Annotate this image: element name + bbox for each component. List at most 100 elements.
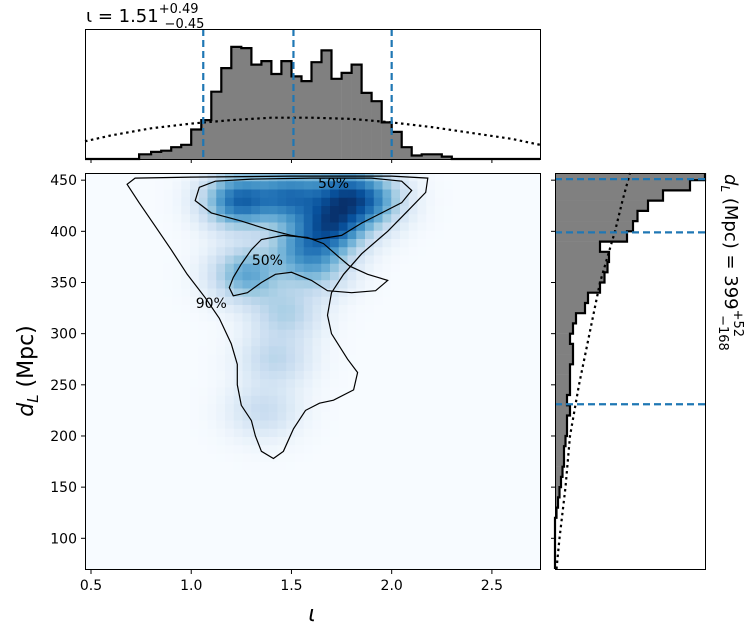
heatmap-cell bbox=[505, 329, 515, 339]
heatmap-cell bbox=[531, 428, 540, 438]
heatmap-cell bbox=[478, 354, 489, 364]
heatmap-cell bbox=[408, 247, 419, 257]
heatmap-cell bbox=[417, 445, 427, 455]
heatmap-cell bbox=[225, 362, 235, 372]
heatmap-cell bbox=[330, 470, 340, 479]
heatmap-cell bbox=[295, 329, 305, 339]
top-histogram-bar bbox=[161, 150, 172, 159]
heatmap-cell bbox=[225, 222, 235, 232]
heatmap-cell bbox=[365, 494, 375, 504]
heatmap-cell bbox=[391, 478, 401, 488]
heatmap-cell bbox=[452, 511, 462, 521]
heatmap-cell bbox=[338, 503, 349, 512]
heatmap-cell bbox=[505, 305, 515, 314]
heatmap-cell bbox=[487, 338, 497, 347]
heatmap-cell bbox=[225, 288, 235, 298]
heatmap-cell bbox=[356, 552, 366, 562]
heatmap-cell bbox=[522, 536, 532, 545]
heatmap-cell bbox=[400, 437, 410, 446]
heatmap-cell bbox=[216, 288, 226, 298]
heatmap-cell bbox=[286, 181, 296, 191]
heatmap-cell bbox=[295, 181, 305, 191]
heatmap-cell bbox=[155, 288, 165, 298]
heatmap-cell bbox=[408, 527, 419, 537]
heatmap-cell bbox=[102, 486, 112, 496]
heatmap-cell bbox=[347, 560, 357, 569]
heatmap-cell bbox=[356, 329, 366, 339]
heatmap-cell bbox=[470, 222, 480, 232]
heatmap-cell bbox=[496, 329, 506, 339]
heatmap-cell bbox=[487, 536, 497, 545]
heatmap-cell bbox=[391, 486, 401, 496]
heatmap-cell bbox=[487, 404, 497, 413]
heatmap-cell bbox=[461, 239, 471, 248]
heatmap-cell bbox=[461, 503, 471, 512]
heatmap-cell bbox=[505, 197, 515, 207]
heatmap-cell bbox=[531, 387, 540, 397]
heatmap-cell bbox=[347, 247, 357, 257]
heatmap-cell bbox=[435, 437, 445, 446]
heatmap-cell bbox=[268, 560, 279, 569]
heatmap-cell bbox=[111, 412, 121, 422]
heatmap-cell bbox=[321, 338, 331, 347]
heatmap-cell bbox=[408, 239, 419, 248]
heatmap-cell bbox=[155, 494, 165, 504]
heatmap-cell bbox=[181, 354, 191, 364]
heatmap-cell bbox=[522, 544, 532, 554]
heatmap-cell bbox=[225, 214, 235, 224]
heatmap-cell bbox=[470, 395, 480, 405]
heatmap-cell bbox=[85, 478, 95, 488]
heatmap-cell bbox=[207, 263, 217, 273]
heatmap-cell bbox=[120, 420, 130, 430]
heatmap-cell bbox=[233, 321, 244, 331]
heatmap-cell bbox=[356, 189, 366, 199]
heatmap-cell bbox=[417, 470, 427, 479]
heatmap-cell bbox=[146, 239, 156, 248]
heatmap-cell bbox=[242, 503, 252, 512]
heatmap-cell bbox=[111, 214, 121, 224]
heatmap-cell bbox=[531, 511, 540, 521]
top-histogram-bar bbox=[311, 62, 322, 160]
heatmap-cell bbox=[207, 412, 217, 422]
heatmap-cell bbox=[155, 255, 165, 265]
heatmap-cell bbox=[268, 379, 279, 389]
heatmap-cell bbox=[391, 272, 401, 281]
heatmap-cell bbox=[382, 511, 392, 521]
heatmap-cell bbox=[85, 395, 95, 405]
heatmap-cell bbox=[190, 371, 200, 380]
heatmap-cell bbox=[137, 230, 147, 240]
heatmap-cell bbox=[435, 527, 445, 537]
heatmap-cell bbox=[207, 552, 217, 562]
heatmap-cell bbox=[233, 379, 244, 389]
heatmap-cell bbox=[303, 536, 314, 545]
heatmap-cell bbox=[365, 321, 375, 331]
heatmap-cell bbox=[513, 329, 524, 339]
heatmap-cell bbox=[137, 387, 147, 397]
heatmap-cell bbox=[128, 544, 139, 554]
heatmap-cell bbox=[417, 296, 427, 306]
heatmap-cell bbox=[251, 420, 261, 430]
heatmap-cell bbox=[452, 329, 462, 339]
heatmap-cell bbox=[233, 362, 244, 372]
heatmap-cell bbox=[198, 560, 209, 569]
heatmap-cell bbox=[391, 305, 401, 314]
heatmap-cell bbox=[382, 313, 392, 323]
heatmap-cell bbox=[321, 288, 331, 298]
heatmap-cell bbox=[426, 214, 436, 224]
heatmap-cell bbox=[330, 461, 340, 471]
heatmap-cell bbox=[443, 362, 454, 372]
heatmap-cell bbox=[505, 544, 515, 554]
heatmap-cell bbox=[216, 379, 226, 389]
heatmap-cell bbox=[295, 395, 305, 405]
heatmap-cell bbox=[163, 329, 174, 339]
heatmap-cell bbox=[417, 329, 427, 339]
heatmap-cell bbox=[216, 560, 226, 569]
heatmap-cell bbox=[181, 503, 191, 512]
top-title: ι = 1.51+0.49 −0.45 bbox=[86, 2, 204, 32]
heatmap-cell bbox=[155, 296, 165, 306]
top-panel-ticks bbox=[90, 159, 493, 163]
heatmap-cell bbox=[120, 511, 130, 521]
heatmap-cell bbox=[356, 197, 366, 207]
heatmap-cell bbox=[338, 470, 349, 479]
heatmap-cell bbox=[347, 552, 357, 562]
